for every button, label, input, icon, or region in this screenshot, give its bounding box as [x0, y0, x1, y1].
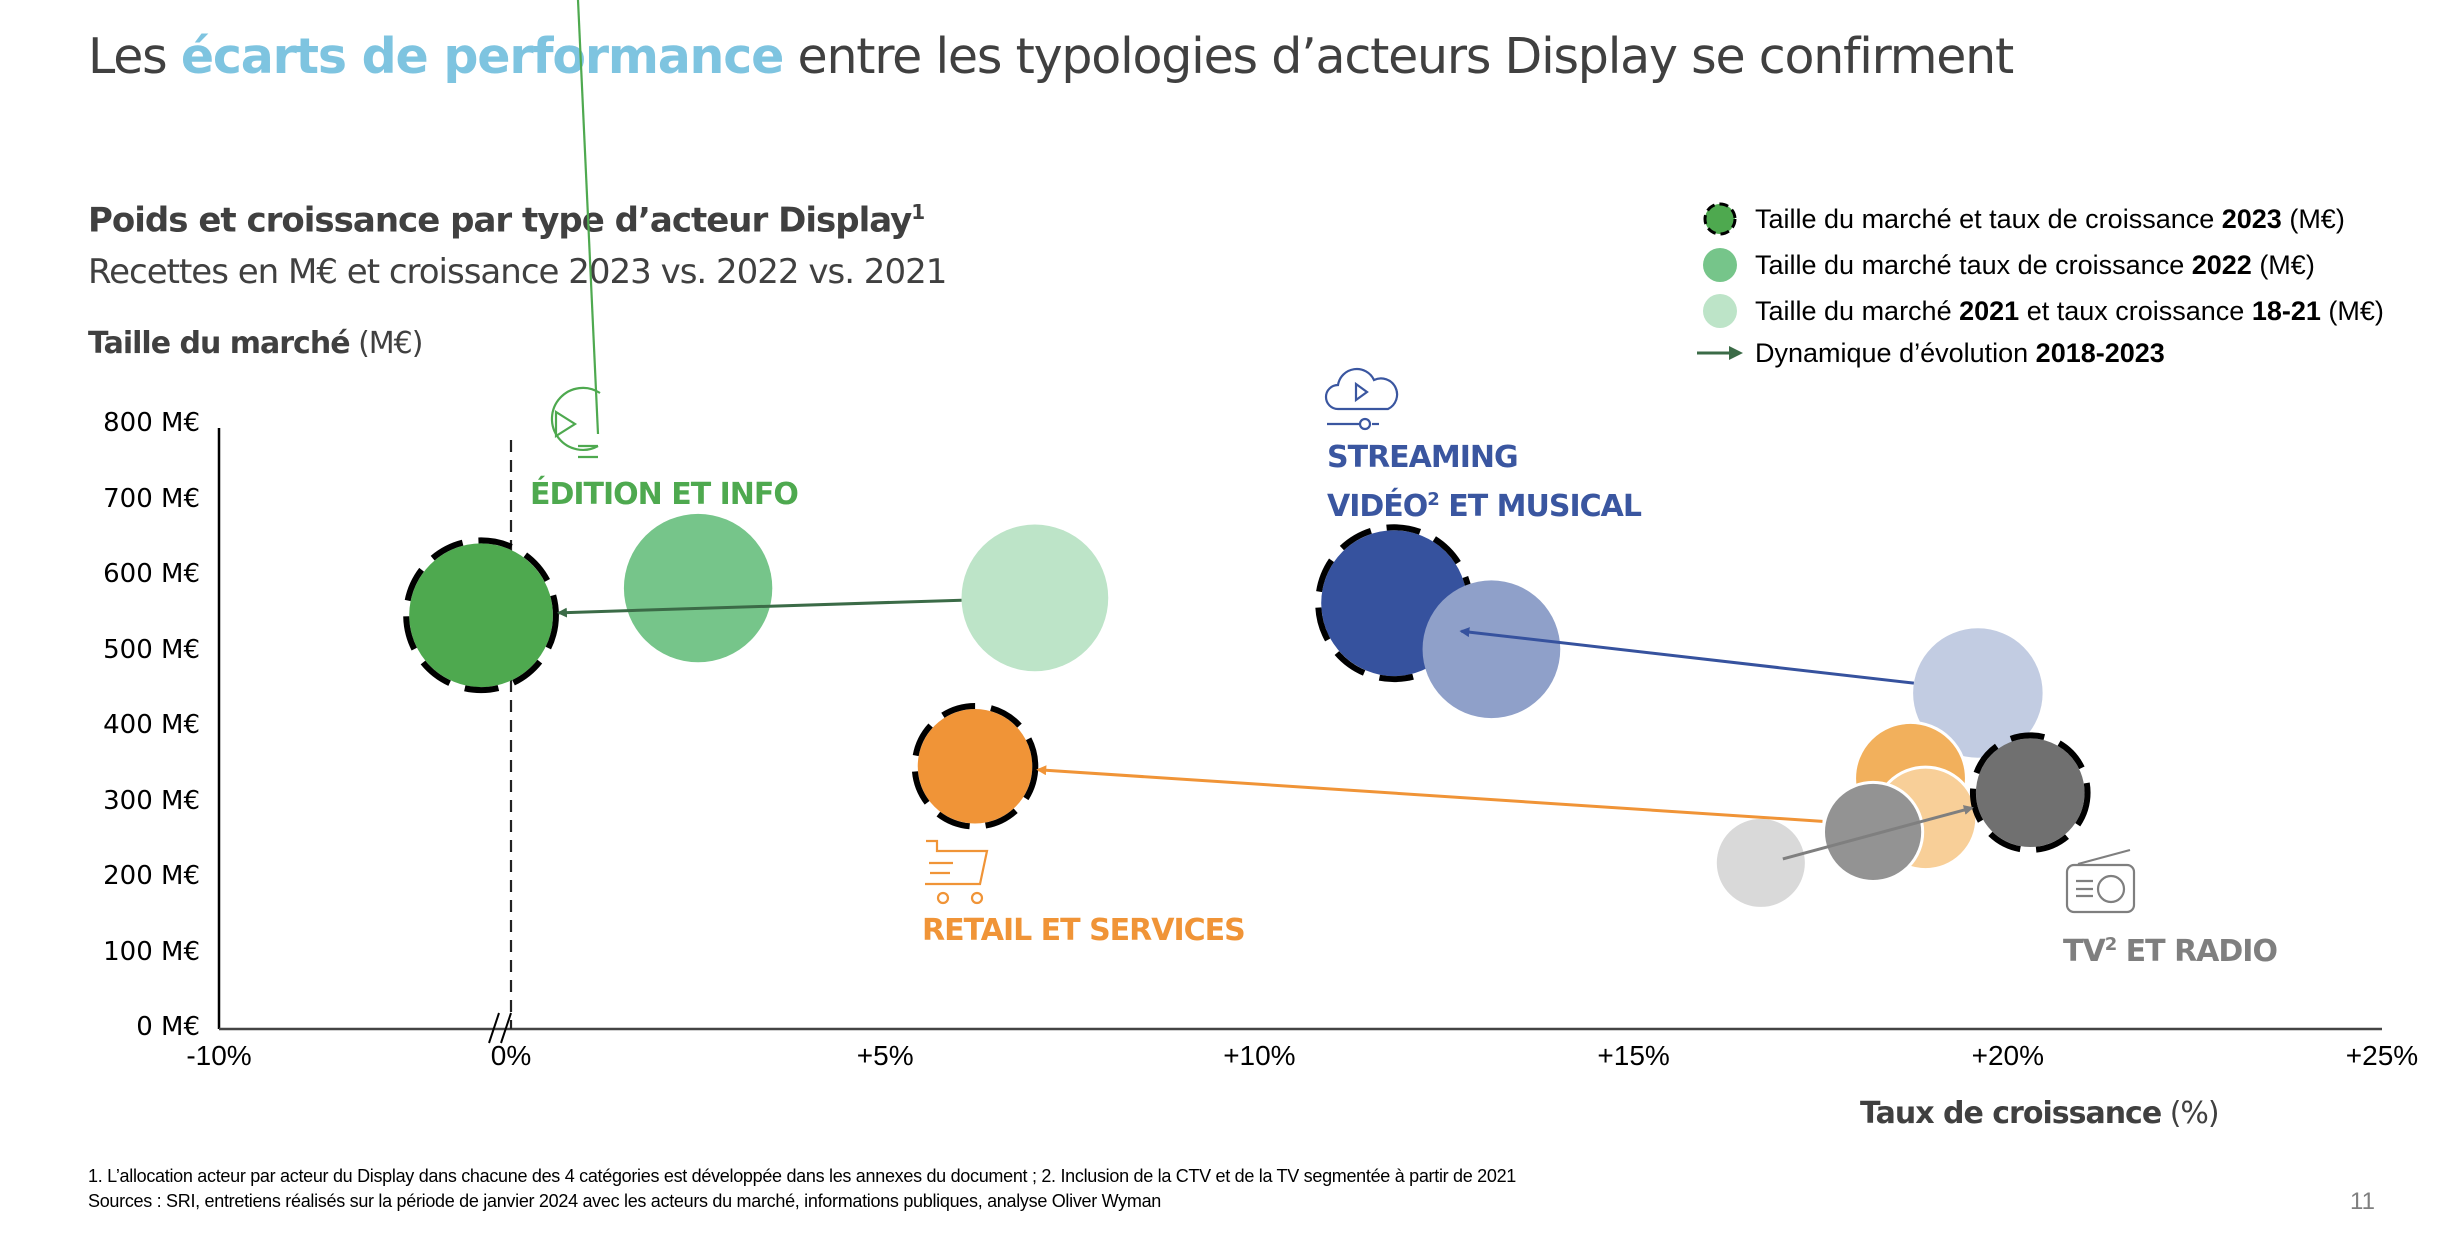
bubble-2023-dashed-outline	[1969, 732, 2091, 853]
x-axis-title-label: Taux de croissance	[1860, 1096, 2162, 1131]
bubble-tv-2023	[1975, 738, 2085, 847]
page-number: 11	[2350, 1188, 2375, 1215]
axis-break-mark	[488, 1012, 500, 1044]
legend-item-2021: Taille du marché 2021 et taux croissance…	[1697, 293, 2384, 329]
axis-break-mark	[500, 1012, 512, 1044]
legend-label: Taille du marché 2021 et taux croissance…	[1755, 295, 2384, 326]
x-tick-label: +5%	[856, 1040, 914, 1071]
category-label-retail: RETAIL ET SERVICES	[922, 913, 1246, 948]
radio-icon	[2065, 848, 2136, 914]
chart-subtitle: Recettes en M€ et croissance 2023 vs. 20…	[88, 252, 947, 292]
x-axis-title: Taux de croissance (%)	[1860, 1096, 2220, 1131]
legend-item-2023: Taille du marché et taux de croissance 2…	[1697, 201, 2345, 237]
category-label-line: STREAMING	[1327, 440, 1519, 475]
evolution-arrow	[556, 598, 962, 618]
category-label-edition: ÉDITION ET INFO	[530, 477, 799, 512]
y-tick-label: 800 M€	[103, 408, 200, 438]
shopping-cart-icon	[925, 839, 989, 905]
chart-title-footnote-marker: 1	[911, 200, 925, 224]
legend-arrow-icon	[1697, 335, 1743, 371]
x-tick-label: +25%	[2345, 1040, 2419, 1071]
sources-note: Sources : SRI, entretiens réalisés sur l…	[88, 1191, 1161, 1211]
bubble-streaming-2022	[1422, 580, 1561, 719]
y-axis-title-label: Taille du marché	[88, 326, 351, 361]
category-label-tv: TV2 ET RADIO	[2063, 934, 2278, 969]
x-axis-title-unit: (%)	[2161, 1096, 2220, 1131]
legend-marker-circle-icon	[1697, 247, 1743, 283]
evolution-arrow	[1459, 627, 1915, 685]
bubble-edition-2021	[961, 524, 1109, 672]
y-tick-label: 300 M€	[103, 785, 200, 816]
x-tick-label: 0%	[490, 1040, 532, 1071]
y-axis-title-unit: (M€)	[349, 326, 423, 361]
y-tick-label: 200 M€	[103, 861, 200, 891]
bubble-retail-2023	[917, 708, 1033, 824]
title-highlight: écarts de performance	[180, 28, 784, 85]
bubble-tv-2021	[1713, 815, 1808, 910]
bubble-2023-dashed-outline	[911, 702, 1039, 830]
x-tick-label: -10%	[186, 1040, 252, 1071]
bubble-streaming-2021	[1913, 628, 2043, 758]
legend-label: Taille du marché et taux de croissance 2…	[1755, 203, 2345, 234]
bubble-2023-dashed-outline	[403, 537, 559, 694]
legend-item-2022: Taille du marché taux de croissance 2022…	[1697, 247, 2315, 283]
legend-marker-dashed-circle-icon	[1697, 201, 1743, 237]
y-tick-label: 700 M€	[103, 483, 200, 514]
evolution-arrow	[1782, 805, 1974, 861]
legend-label: Taille du marché taux de croissance 2022…	[1755, 249, 2315, 280]
page-title: Les écarts de performance entre les typo…	[88, 28, 2015, 85]
bubble-edition-2022	[623, 513, 773, 663]
footnote: 1. L’allocation acteur par acteur du Dis…	[88, 1166, 1517, 1186]
cloud-play-icon	[1324, 367, 1399, 431]
chart-title: Poids et croissance par type d’acteur Di…	[88, 200, 925, 241]
bubble-tv-2022	[1821, 780, 1925, 884]
x-tick-label: +15%	[1597, 1040, 1670, 1071]
legend-marker-circle-icon	[1697, 293, 1743, 329]
video-document-icon	[550, 0, 601, 459]
legend-label: Dynamique d’évolution 2018-2023	[1755, 337, 2165, 368]
x-tick-label: +20%	[1971, 1040, 2044, 1071]
category-label-streaming: STREAMING VIDÉO2 ET MUSICAL	[1327, 437, 1642, 528]
title-prefix: Les	[88, 28, 181, 85]
chart-title-text: Poids et croissance par type d’acteur Di…	[88, 200, 912, 241]
y-axis-title: Taille du marché (M€)	[88, 326, 423, 361]
title-suffix: entre les typologies d’acteurs Display s…	[783, 28, 2015, 85]
x-tick-label: +10%	[1223, 1040, 1296, 1071]
bubble-edition-2023	[409, 543, 553, 688]
y-tick-label: 500 M€	[103, 634, 200, 665]
y-tick-label: 0 M€	[136, 1012, 200, 1042]
y-tick-label: 600 M€	[103, 559, 200, 589]
category-label-line: VIDÉO2 ET MUSICAL	[1327, 489, 1642, 524]
evolution-arrow	[1036, 765, 1823, 823]
y-tick-label: 100 M€	[103, 936, 200, 967]
y-tick-label: 400 M€	[103, 710, 200, 740]
legend-item-evolution: Dynamique d’évolution 2018-2023	[1697, 335, 2165, 371]
